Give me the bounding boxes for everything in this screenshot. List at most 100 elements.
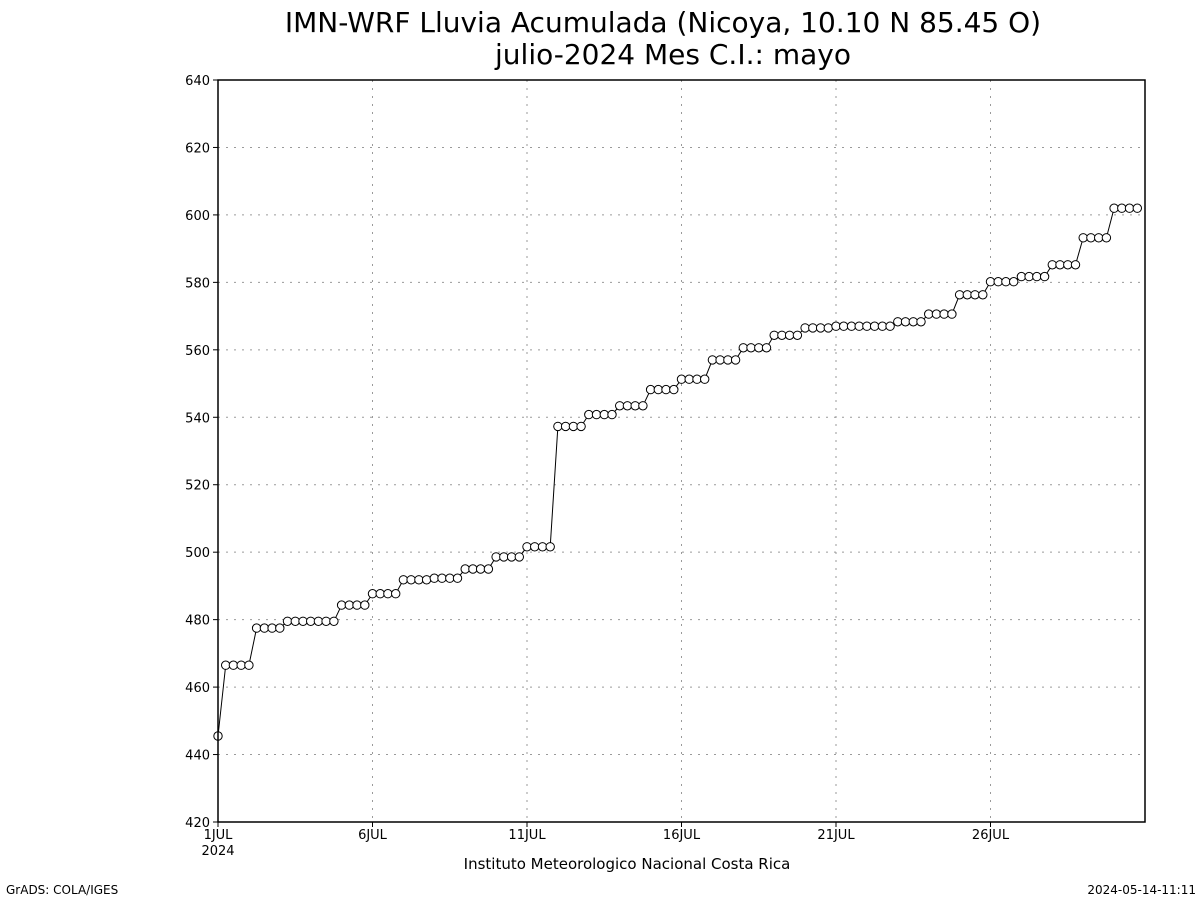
data-point [1001, 277, 1011, 287]
data-point [530, 542, 540, 552]
data-point [475, 564, 486, 574]
data-point [831, 321, 841, 331]
data-point [862, 321, 872, 331]
x-axis-label: Instituto Meteorologico Nacional Costa R… [464, 855, 791, 873]
y-tick-label: 460 [185, 681, 210, 696]
data-point [499, 552, 509, 562]
x-tick-label: 11JUL [508, 828, 546, 843]
data-point [1063, 260, 1073, 270]
data-point [900, 317, 911, 327]
data-point [491, 552, 501, 562]
data-point [445, 573, 455, 583]
data-point [723, 355, 733, 365]
data-point [560, 421, 571, 432]
data-point [1101, 233, 1112, 243]
data-point [367, 589, 378, 599]
data-point [630, 401, 640, 411]
tick-labels: 420 440 460 480 500 520 540 560 580 600 620 640 1JUL… [185, 74, 1010, 859]
x-tick-sublabel: 2024 [201, 844, 234, 859]
data-point [1032, 271, 1042, 282]
data-point [931, 309, 942, 319]
y-tick-label: 540 [185, 411, 210, 426]
data-point [306, 616, 316, 626]
data-point [584, 409, 594, 420]
data-point [800, 323, 810, 333]
plot-frame [217, 79, 1146, 823]
data-point [1124, 203, 1135, 213]
data-point [684, 374, 694, 384]
data-point [599, 409, 609, 420]
data-point [1039, 271, 1050, 282]
data-point [298, 616, 308, 626]
data-point [707, 355, 718, 365]
data-point [761, 343, 772, 353]
data-point [1109, 203, 1119, 213]
chart-subtitle: julio-2024 Mes C.I.: mayo [494, 38, 851, 71]
data-point [962, 290, 972, 300]
data-point [645, 384, 656, 395]
data-point [669, 384, 679, 395]
data-point [700, 374, 710, 384]
data-point [877, 321, 888, 331]
data-point [313, 616, 324, 626]
data-point [391, 589, 401, 599]
data-point [568, 421, 579, 432]
data-point [267, 623, 277, 633]
data-point [661, 384, 671, 395]
data-point [537, 542, 548, 552]
data-point [414, 575, 424, 585]
data-point [916, 317, 926, 327]
data-point [924, 309, 934, 319]
data-point [607, 409, 617, 420]
data-point [1132, 203, 1143, 213]
data-point [244, 660, 254, 670]
y-tick-label: 580 [185, 276, 210, 291]
grid-lines [218, 80, 1145, 822]
data-point [1016, 271, 1027, 282]
data-point [839, 321, 849, 331]
data-point [615, 401, 625, 411]
axes [213, 79, 991, 827]
data-point [978, 290, 988, 300]
data-point [228, 660, 239, 670]
data-point [360, 600, 370, 610]
data-point [460, 564, 470, 574]
data-point [275, 623, 285, 633]
data-point [321, 616, 331, 626]
y-tick-label: 600 [185, 209, 210, 224]
data-point [545, 542, 555, 552]
y-tick-label: 620 [185, 141, 210, 156]
data-point [1047, 260, 1058, 270]
y-tick-label: 480 [185, 614, 210, 629]
data-point [344, 600, 354, 610]
data-point [653, 384, 663, 395]
data-point [777, 330, 787, 340]
data-point [885, 321, 895, 331]
x-tick-label: 16JUL [663, 828, 701, 843]
x-tick-label: 21JUL [817, 828, 855, 843]
data-point [336, 600, 347, 610]
x-tick-label: 1JUL [204, 828, 234, 843]
data-point [352, 600, 362, 610]
data-point [638, 401, 648, 411]
data-point [506, 552, 517, 562]
y-tick-label: 560 [185, 344, 210, 359]
data-point [1070, 260, 1081, 270]
data-point [970, 290, 980, 300]
data-point [406, 575, 416, 585]
data-point [591, 409, 602, 420]
data-point [908, 317, 918, 327]
data-point [383, 589, 393, 599]
data-point [769, 330, 779, 340]
data-point [939, 309, 949, 319]
data-point [452, 573, 463, 583]
data-point [1009, 277, 1019, 287]
data-point [893, 317, 903, 327]
data-point [947, 309, 957, 319]
data-point [329, 616, 339, 626]
data-point [1078, 233, 1088, 243]
data-point [437, 573, 447, 583]
data-point [692, 374, 702, 384]
